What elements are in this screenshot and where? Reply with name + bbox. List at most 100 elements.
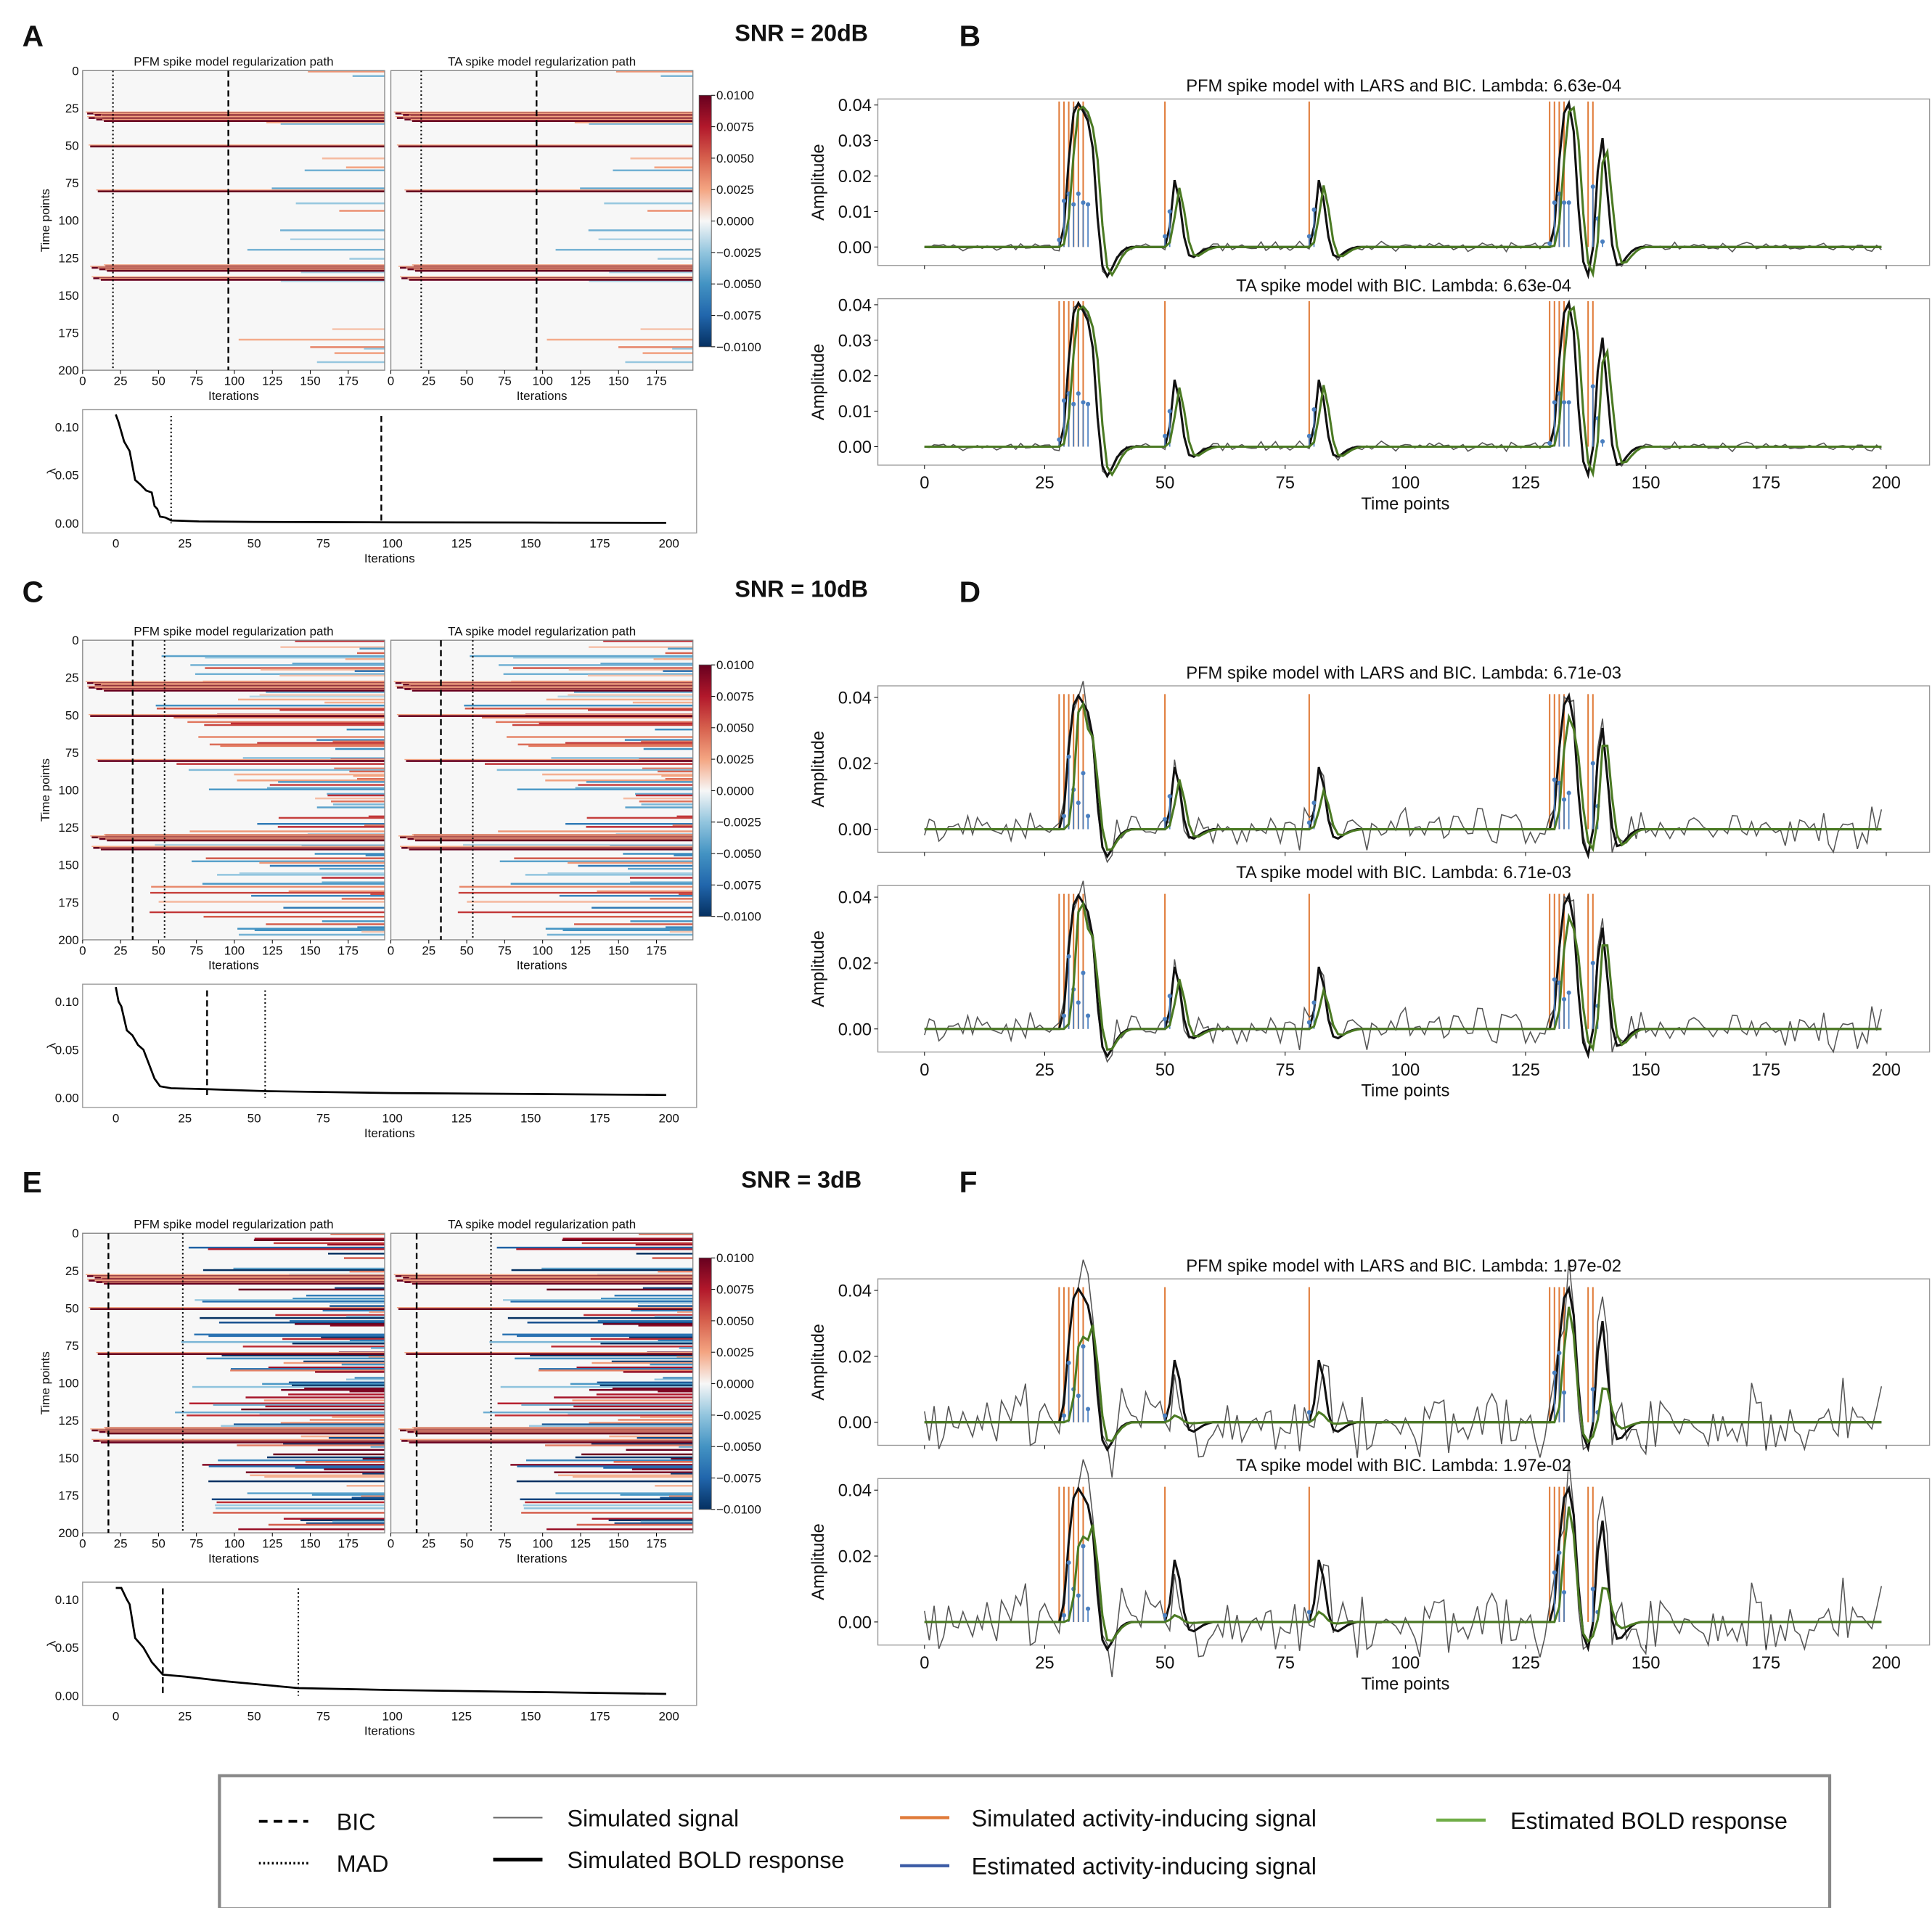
heatmap-row	[510, 883, 693, 885]
estimated-spike-marker	[1076, 1000, 1081, 1005]
x-tick-label: 50	[1155, 1060, 1174, 1080]
heatmap-row-edge	[102, 118, 385, 120]
y-tick-label: 0.04	[838, 1282, 872, 1301]
x-tick-label: 50	[1155, 1653, 1174, 1673]
heatmap-row	[190, 664, 385, 666]
heatmap-row-edge	[412, 264, 693, 266]
heatmap-row	[230, 1368, 385, 1370]
y-tick-label: 0.03	[838, 131, 872, 151]
y-tick-label: 0.02	[838, 954, 872, 973]
colorbar-tick-label: −0.0100	[716, 910, 761, 924]
y-axis-label: Amplitude	[809, 1523, 828, 1600]
colorbar	[698, 94, 712, 348]
heatmap-row	[345, 1378, 385, 1380]
heatmap-row	[327, 794, 385, 797]
heatmap-row	[205, 656, 385, 659]
heatmap-row	[565, 742, 693, 744]
x-tick-label: 175	[338, 374, 359, 388]
heatmap-row	[658, 1270, 693, 1273]
simulated-signal	[924, 1259, 1883, 1478]
x-tick-label: 100	[224, 943, 245, 957]
x-tick-label: 100	[382, 1709, 402, 1723]
heatmap-row	[584, 1314, 693, 1317]
heatmap-active-row	[409, 848, 693, 851]
heatmap-row-edge	[412, 834, 693, 835]
heatmap-row	[499, 860, 693, 863]
x-tick-label: 100	[224, 1536, 245, 1550]
heatmap-row-edge	[410, 118, 693, 120]
estimated-spike-marker	[1167, 209, 1172, 214]
heatmap-row	[654, 166, 693, 168]
heatmap-row-edge	[94, 1279, 385, 1282]
estimated-spike-marker	[1086, 1013, 1091, 1018]
heatmap-row	[351, 1496, 385, 1499]
heatmap-row-edge	[87, 685, 385, 687]
heatmap-row	[150, 911, 385, 914]
heatmap-row	[208, 788, 385, 790]
panel-label-a: A	[22, 19, 44, 52]
heatmap-row	[655, 1485, 693, 1487]
heatmap-row	[555, 248, 693, 251]
y-axis-label: λ	[44, 1042, 58, 1049]
heatmap-row	[523, 1507, 693, 1510]
heatmap-row	[356, 652, 385, 655]
heatmap-row	[600, 1298, 693, 1300]
heatmap-row	[513, 656, 693, 659]
colorbar-tick-label: −0.0075	[716, 1471, 761, 1485]
heatmap-row	[175, 1411, 385, 1414]
heatmap-row	[578, 864, 693, 867]
heatmap-row	[267, 1456, 385, 1459]
heatmap-row	[463, 843, 693, 846]
heatmap-row	[349, 1390, 385, 1393]
heatmap-row	[329, 1324, 385, 1327]
lambda-plot-frame	[82, 409, 697, 534]
heatmap-row	[316, 739, 385, 741]
heatmap-row	[470, 655, 693, 658]
heatmap-row	[547, 1528, 693, 1531]
heatmap-row-edge	[97, 267, 385, 269]
heatmap-row	[592, 906, 693, 909]
estimated-spike-marker	[1163, 433, 1168, 438]
heatmap-row	[266, 121, 385, 123]
heatmap-active-row	[414, 839, 693, 842]
heatmap-row	[546, 698, 693, 701]
heatmap-active-row	[104, 689, 385, 692]
heatmap-row-edge	[396, 713, 693, 716]
heatmap-row	[670, 1473, 693, 1475]
heatmap-row	[510, 1464, 693, 1466]
heatmap-row	[628, 867, 693, 870]
estimated-spike-marker	[1163, 234, 1168, 239]
heatmap-row-edge	[398, 835, 693, 837]
heatmap-row	[268, 1366, 385, 1369]
heatmap-row	[458, 891, 693, 894]
y-tick-label: 50	[65, 708, 79, 722]
heatmap-row	[679, 1347, 693, 1349]
heatmap-row	[311, 1494, 385, 1496]
heatmap-row	[213, 1512, 385, 1514]
x-axis-label: Iterations	[517, 1552, 568, 1565]
heatmap-pfm	[82, 70, 385, 374]
heatmap-row	[516, 1480, 693, 1483]
estimated-spike-marker	[1561, 797, 1567, 802]
heatmap-row	[668, 1495, 693, 1497]
heatmap-ta	[390, 70, 694, 374]
heatmap-row	[192, 1385, 385, 1388]
heatmap-row	[618, 1419, 693, 1421]
heatmap-row	[597, 890, 693, 893]
heatmap-row	[155, 704, 385, 707]
heatmap-frame	[82, 639, 385, 941]
estimated-spike-marker	[1566, 200, 1571, 205]
heatmap-row	[242, 757, 385, 759]
x-tick-label: 25	[178, 1111, 192, 1125]
x-tick-label: 125	[262, 943, 282, 957]
heatmap-active-row	[406, 190, 693, 193]
heatmap-active-row	[97, 190, 385, 193]
heatmap-row	[517, 788, 693, 790]
heatmap-row-edge	[403, 1279, 693, 1282]
heatmap-row	[283, 1518, 385, 1520]
heatmap-row	[295, 1467, 385, 1469]
x-tick-label: 175	[589, 537, 610, 551]
colorbar-tick-label: −0.0025	[716, 816, 761, 830]
x-tick-label: 100	[1391, 1653, 1420, 1673]
y-tick-label: 200	[58, 933, 78, 947]
